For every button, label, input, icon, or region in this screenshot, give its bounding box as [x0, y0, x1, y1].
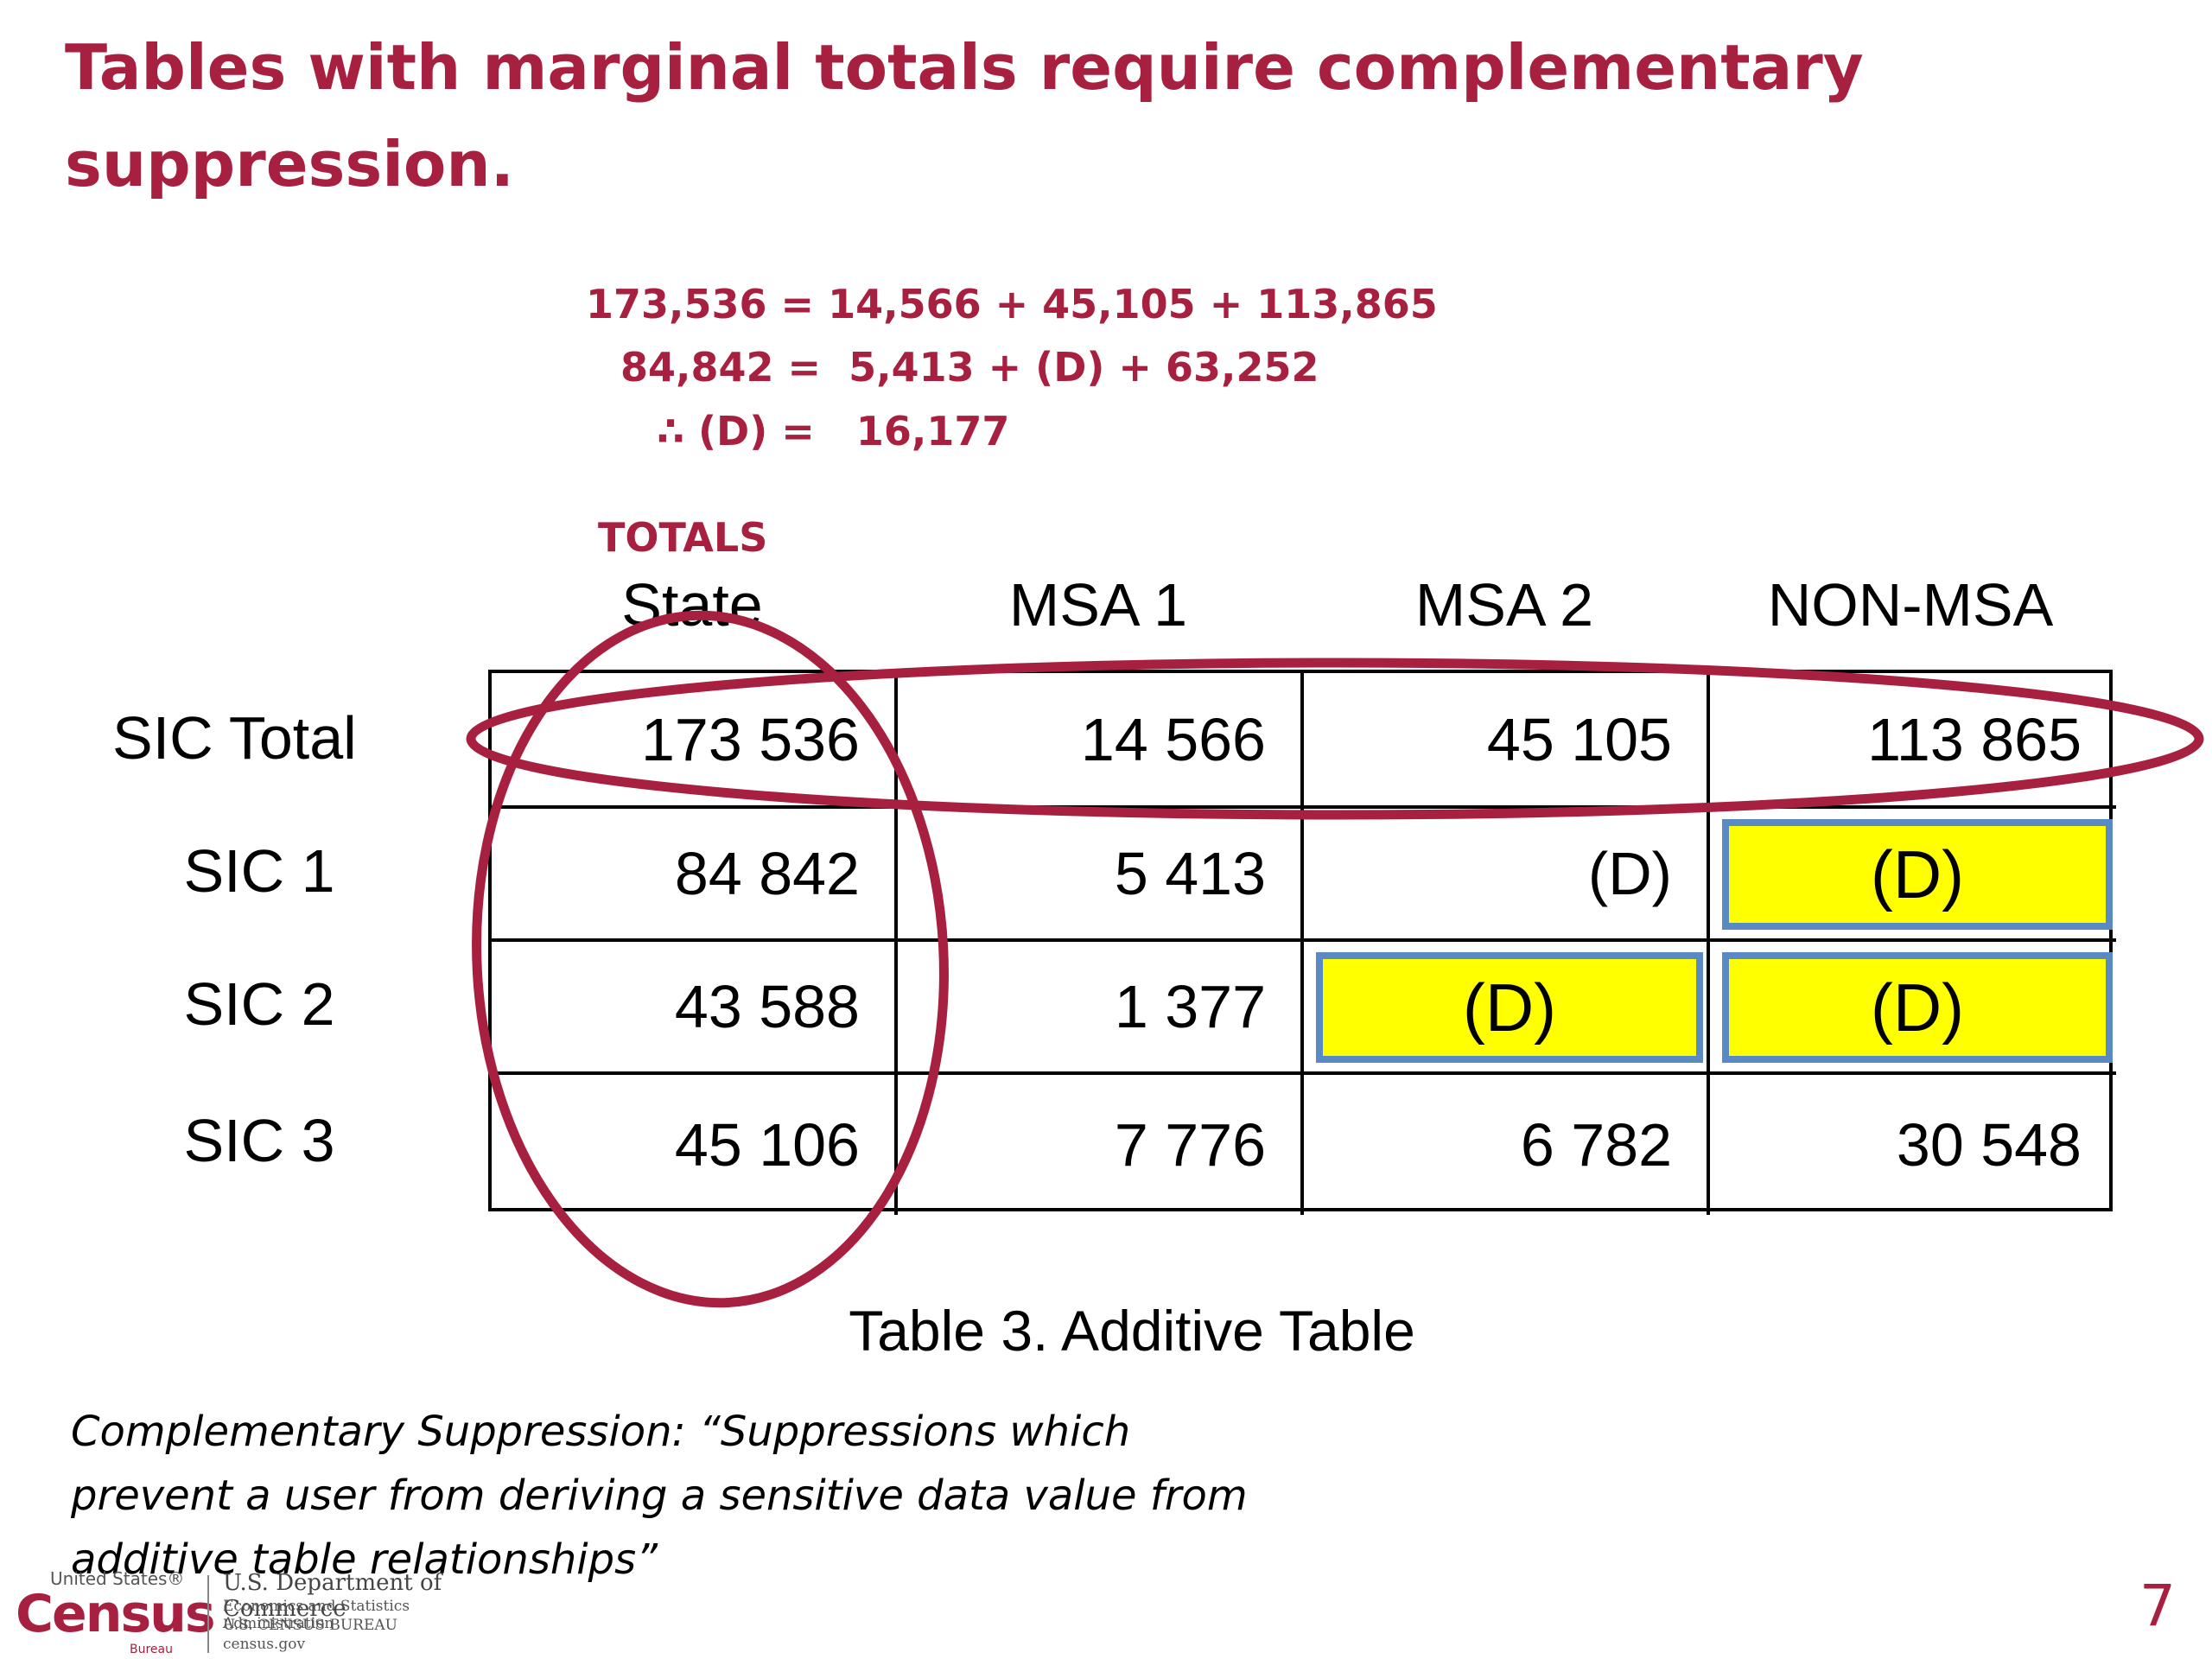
table-cell: 43 588 — [492, 942, 898, 1075]
table-cell: 45 105 — [1304, 673, 1710, 809]
column-header-non-msa: NON-MSA — [1767, 571, 2054, 639]
equation-2: 84,842 = 5,413 + (D) + 63,252 — [620, 344, 1319, 391]
footer-dept: U.S. Department of Commerce — [223, 1570, 442, 1622]
census-logo: United States® Census Bureau U.S. Depart… — [16, 1568, 517, 1656]
footer-line-1: Economics and Statistics Administration — [223, 1598, 410, 1632]
column-header-msa2: MSA 2 — [1414, 571, 1594, 639]
footer-line-3: census.gov — [223, 1636, 306, 1653]
logo-census: Census — [16, 1584, 216, 1644]
table-cell: 45 106 — [492, 1075, 898, 1215]
equation-1: 173,536 = 14,566 + 45,105 + 113,865 — [586, 281, 1438, 327]
table-cell: 30 548 — [1896, 1111, 2082, 1179]
table-cell: 1 377 — [898, 942, 1304, 1075]
table-caption: Table 3. Additive Table — [849, 1299, 1415, 1363]
definition-text: Complementary Suppression: “Suppressions… — [71, 1408, 1248, 1584]
row-header-sic-total: SIC Total — [112, 704, 357, 772]
table-cell: 5 413 — [898, 809, 1304, 942]
equation-3: ∴ (D) = 16,177 — [657, 408, 1010, 454]
table-cell: (D) — [1304, 809, 1710, 942]
slide-title: Tables with marginal totals require comp… — [65, 31, 1864, 200]
column-header-msa1: MSA 1 — [1008, 571, 1188, 639]
logo-bureau: Bureau — [130, 1643, 173, 1656]
highlighted-suppression: (D) — [1722, 819, 2113, 930]
footer-line-2: U.S. CENSUS BUREAU — [223, 1617, 397, 1634]
column-header-state: State — [621, 571, 763, 639]
table-cell: 173 536 — [492, 673, 898, 809]
logo-divider — [207, 1575, 209, 1653]
row-header-sic-1: SIC 1 — [183, 837, 335, 905]
table-cell-suppressed: (D) — [1710, 809, 2116, 942]
highlighted-suppression: (D) — [1316, 952, 1703, 1063]
highlighted-suppression: (D) — [1722, 952, 2113, 1063]
additive-table: 173 536 14 566 45 105 113 865 84 842 5 4… — [488, 670, 2116, 1215]
page-number: 7 — [2139, 1573, 2176, 1639]
table-cell: 14 566 — [898, 673, 1304, 809]
table-cell-suppressed: (D) — [1304, 942, 1710, 1075]
table-cell-suppressed: (D) — [1710, 942, 2116, 1075]
table-cell: 6 782 — [1304, 1075, 1710, 1215]
logo-united-states: United States® — [50, 1568, 185, 1589]
table-cell: 84 842 — [492, 809, 898, 942]
table-cell: 113 865 — [1710, 673, 2116, 809]
row-header-sic-3: SIC 3 — [183, 1107, 335, 1174]
totals-label: TOTALS — [598, 514, 768, 561]
table-cell: 7 776 — [898, 1075, 1304, 1215]
row-header-sic-2: SIC 2 — [183, 970, 335, 1038]
